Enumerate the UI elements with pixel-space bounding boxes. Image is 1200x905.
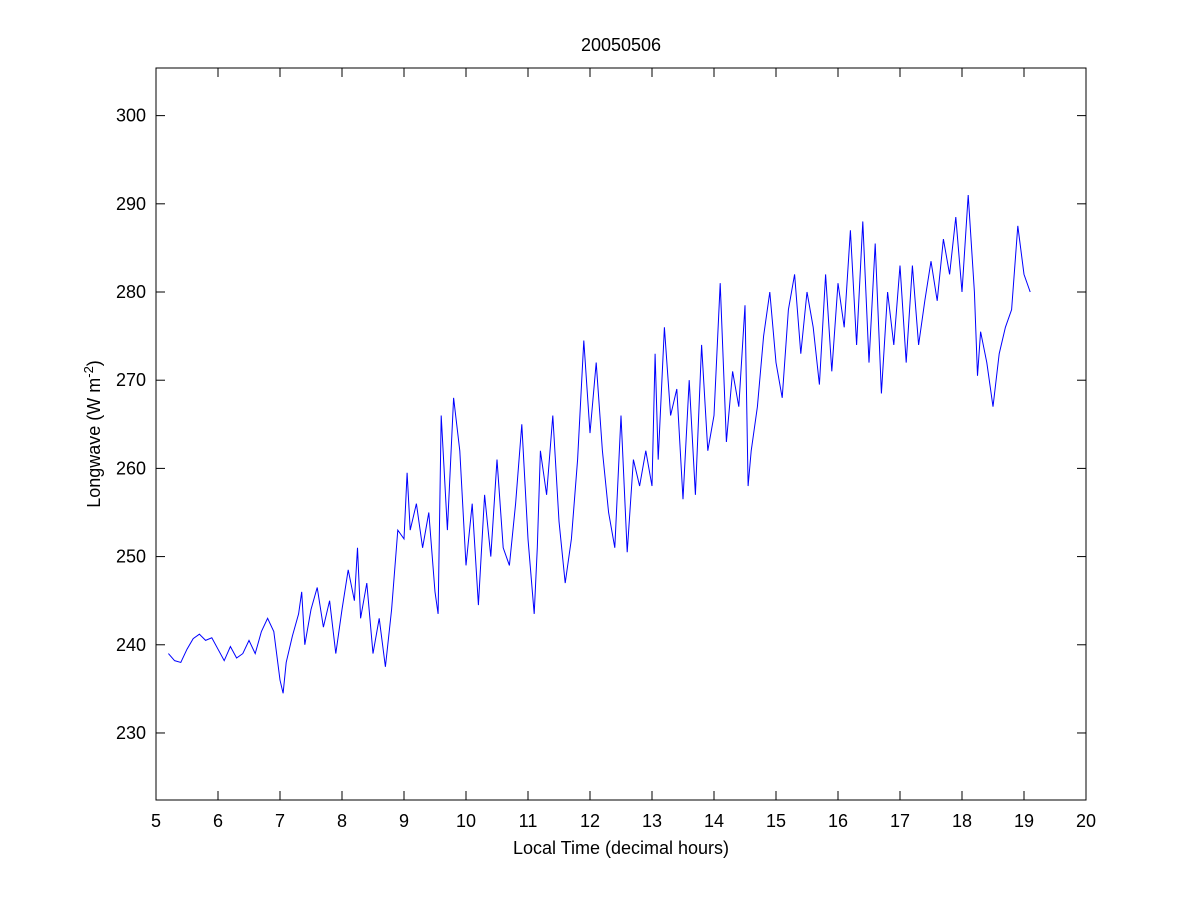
x-tick-label: 18 bbox=[952, 811, 972, 831]
y-tick-label: 290 bbox=[116, 194, 146, 214]
x-tick-label: 12 bbox=[580, 811, 600, 831]
y-tick-label: 260 bbox=[116, 458, 146, 478]
x-tick-label: 5 bbox=[151, 811, 161, 831]
x-tick-label: 17 bbox=[890, 811, 910, 831]
x-tick-label: 20 bbox=[1076, 811, 1096, 831]
y-tick-label: 280 bbox=[116, 282, 146, 302]
x-tick-label: 8 bbox=[337, 811, 347, 831]
x-tick-label: 15 bbox=[766, 811, 786, 831]
x-tick-label: 11 bbox=[519, 811, 538, 831]
x-axis-label: Local Time (decimal hours) bbox=[513, 838, 729, 858]
x-tick-label: 14 bbox=[704, 811, 724, 831]
x-tick-label: 6 bbox=[213, 811, 223, 831]
y-axis-label: Longwave (W m-2) bbox=[81, 360, 105, 508]
x-tick-label: 9 bbox=[399, 811, 409, 831]
y-tick-label: 270 bbox=[116, 370, 146, 390]
y-tick-label: 230 bbox=[116, 723, 146, 743]
x-tick-label: 7 bbox=[275, 811, 285, 831]
y-tick-label: 240 bbox=[116, 635, 146, 655]
x-tick-label: 13 bbox=[642, 811, 662, 831]
data-line bbox=[168, 194, 1031, 694]
chart-title: 20050506 bbox=[581, 35, 661, 55]
x-tick-label: 10 bbox=[456, 811, 476, 831]
y-tick-label: 250 bbox=[116, 547, 146, 567]
x-tick-label: 19 bbox=[1014, 811, 1034, 831]
x-tick-label: 16 bbox=[828, 811, 848, 831]
y-tick-label: 300 bbox=[116, 106, 146, 126]
plot-frame bbox=[155, 67, 1087, 801]
